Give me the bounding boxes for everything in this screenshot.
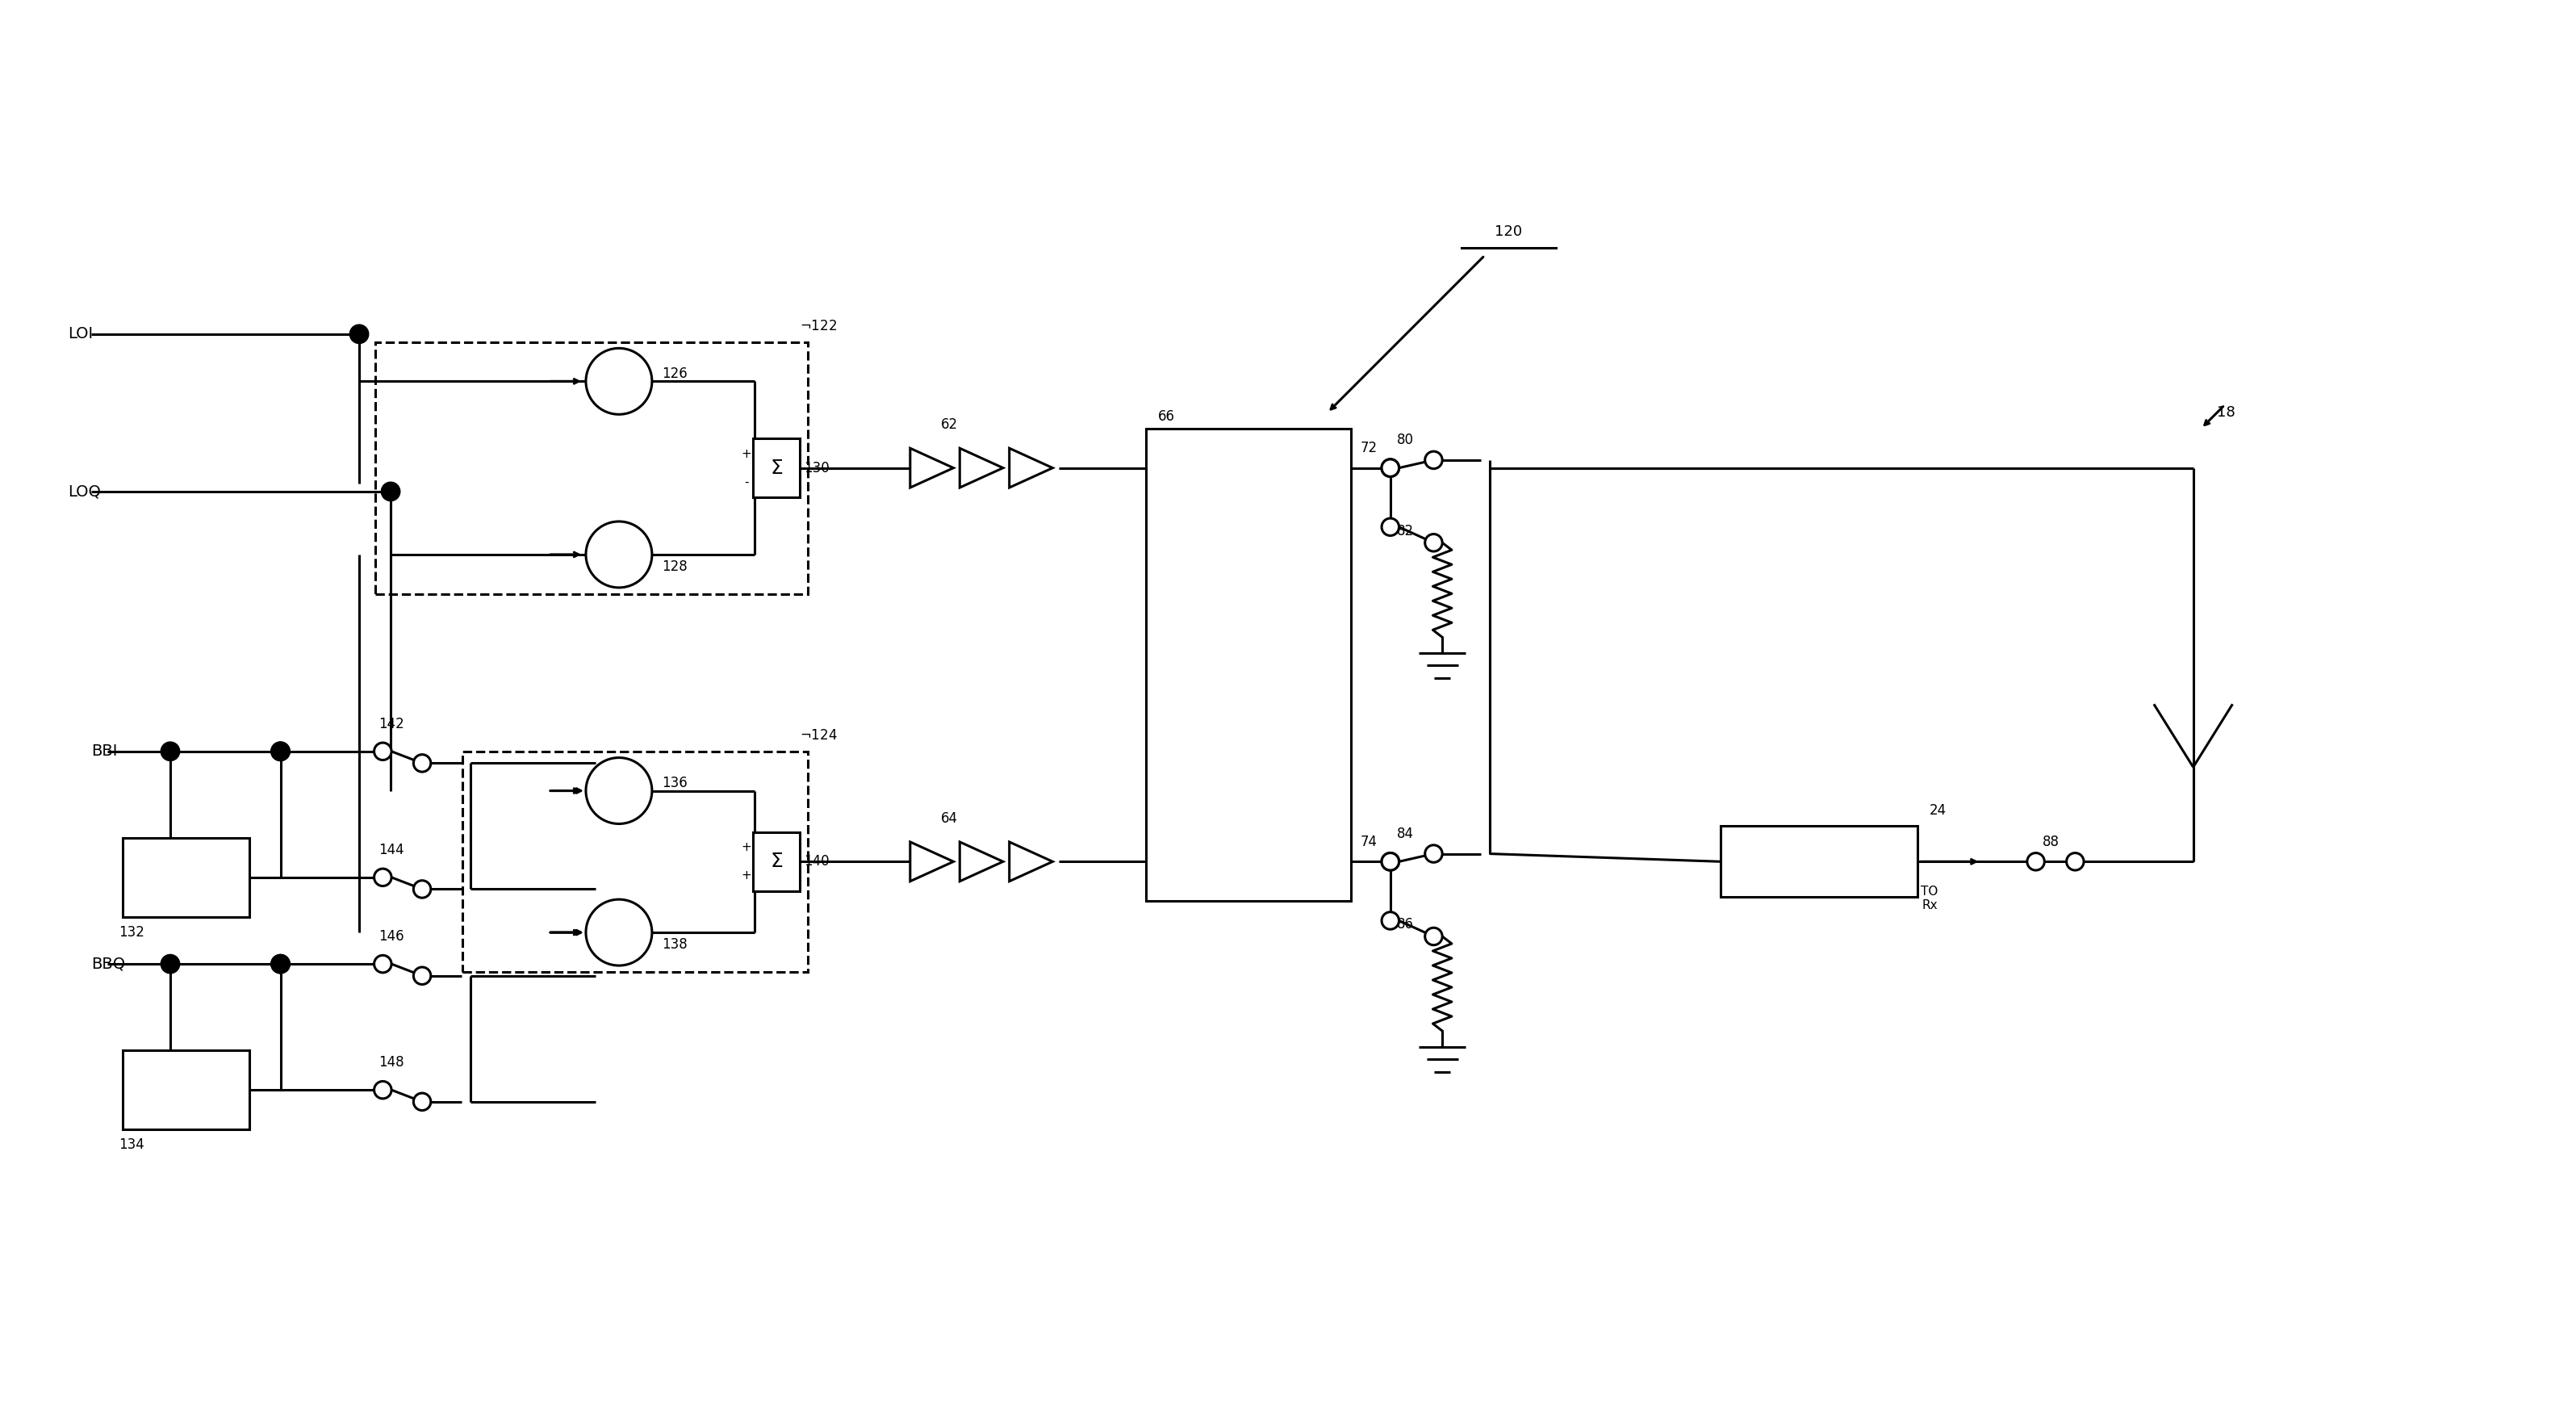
Text: +: +: [742, 842, 752, 853]
Circle shape: [1425, 928, 1443, 946]
Text: $\Sigma$: $\Sigma$: [770, 852, 783, 871]
Text: 24: 24: [1929, 803, 1947, 817]
Text: BBI: BBI: [93, 743, 118, 759]
Bar: [376, 342, 809, 594]
Circle shape: [2027, 853, 2045, 870]
Bar: [1721, 826, 1917, 897]
Circle shape: [160, 742, 180, 760]
Text: 64: 64: [940, 812, 958, 826]
Text: 148: 148: [379, 1055, 404, 1069]
Circle shape: [270, 742, 291, 760]
Text: 72: 72: [1360, 441, 1378, 456]
Text: -: -: [744, 476, 750, 488]
Circle shape: [1381, 518, 1399, 535]
Text: LOQ: LOQ: [67, 484, 100, 500]
Text: FILTER: FILTER: [1801, 870, 1839, 881]
Circle shape: [1381, 852, 1399, 871]
Circle shape: [585, 900, 652, 965]
Text: 144: 144: [379, 843, 404, 857]
Text: 18: 18: [2218, 406, 2236, 420]
Text: 128: 128: [662, 560, 688, 574]
Circle shape: [350, 325, 368, 343]
Text: 138: 138: [662, 937, 688, 951]
Text: +: +: [742, 870, 752, 881]
Circle shape: [415, 880, 430, 897]
Circle shape: [415, 755, 430, 772]
Text: $\neg$124: $\neg$124: [801, 728, 837, 743]
Circle shape: [270, 954, 291, 974]
Text: 136: 136: [662, 776, 688, 790]
Text: 180 DEG: 180 DEG: [162, 1072, 209, 1084]
Text: (INVERT): (INVERT): [162, 1102, 209, 1112]
Circle shape: [1381, 459, 1399, 477]
Text: +: +: [742, 447, 752, 460]
Circle shape: [585, 758, 652, 824]
Circle shape: [585, 521, 652, 588]
Text: TO
Rx: TO Rx: [1922, 886, 1937, 911]
Text: $\neg$122: $\neg$122: [801, 319, 837, 333]
Text: 66: 66: [1159, 410, 1175, 424]
Text: 74: 74: [1360, 834, 1378, 849]
Circle shape: [415, 1094, 430, 1111]
Bar: [461, 752, 809, 971]
Circle shape: [1381, 460, 1399, 477]
Text: 132: 132: [118, 926, 144, 940]
Text: 146: 146: [379, 928, 404, 944]
Circle shape: [381, 483, 399, 501]
Bar: [752, 439, 801, 497]
Text: 120: 120: [1494, 225, 1522, 239]
Circle shape: [1425, 451, 1443, 468]
Bar: [1146, 429, 1350, 901]
Circle shape: [1425, 844, 1443, 863]
Text: (INVERT): (INVERT): [162, 890, 209, 900]
Circle shape: [160, 954, 180, 974]
Text: 130: 130: [804, 460, 829, 476]
Text: BBQ: BBQ: [93, 957, 126, 971]
Text: 140: 140: [804, 854, 829, 869]
Bar: [752, 832, 801, 891]
Text: LOI: LOI: [67, 326, 93, 342]
Circle shape: [374, 743, 392, 760]
Text: 82: 82: [1396, 524, 1414, 538]
Text: 180 DEG: 180 DEG: [162, 860, 209, 871]
Text: 88: 88: [2043, 834, 2058, 849]
Text: 84: 84: [1396, 827, 1414, 842]
Circle shape: [585, 349, 652, 414]
Circle shape: [374, 956, 392, 973]
Circle shape: [270, 954, 291, 974]
Bar: [124, 837, 250, 917]
Text: 80: 80: [1396, 433, 1414, 447]
Circle shape: [374, 1081, 392, 1098]
Circle shape: [1425, 534, 1443, 551]
Circle shape: [1381, 853, 1399, 870]
Text: 86: 86: [1396, 917, 1414, 931]
Circle shape: [374, 869, 392, 886]
Circle shape: [1381, 911, 1399, 930]
Circle shape: [2066, 853, 2084, 870]
Circle shape: [270, 742, 291, 760]
Text: DUPLEX: DUPLEX: [1795, 844, 1844, 857]
Text: $\Sigma$: $\Sigma$: [770, 459, 783, 477]
Text: 62: 62: [940, 417, 958, 431]
Text: 126: 126: [662, 366, 688, 380]
Circle shape: [415, 967, 430, 984]
Bar: [124, 1051, 250, 1129]
Text: 142: 142: [379, 716, 404, 731]
Text: 134: 134: [118, 1138, 144, 1152]
